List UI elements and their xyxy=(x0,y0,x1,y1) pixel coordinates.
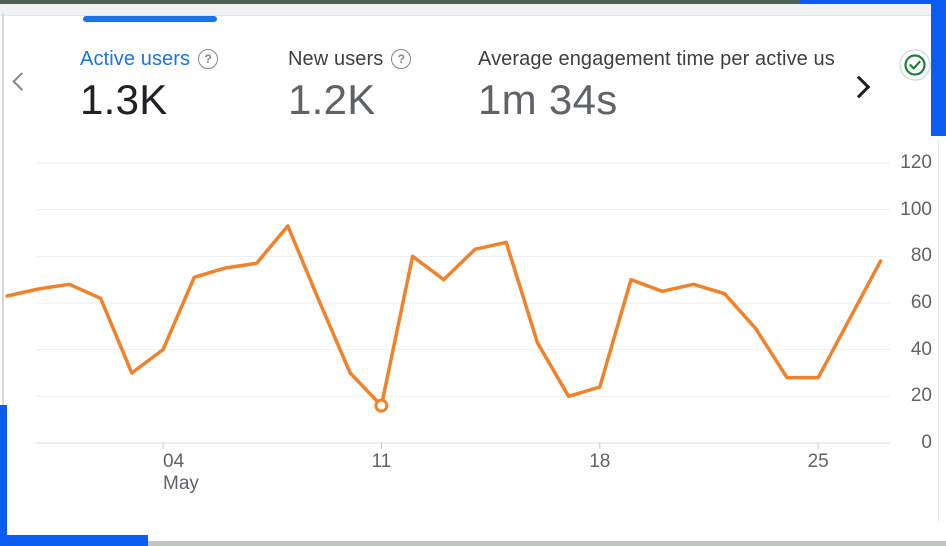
y-axis-label: 20 xyxy=(910,385,932,407)
highlighted-data-point[interactable] xyxy=(374,398,389,413)
line-chart[interactable] xyxy=(0,140,946,500)
frame-right-bar xyxy=(931,0,946,136)
y-axis-label: 60 xyxy=(910,291,932,313)
top-edge-strip xyxy=(0,0,800,4)
card-right-border xyxy=(938,140,939,522)
x-axis-label: 25 xyxy=(807,451,829,472)
metric-label[interactable]: Average engagement time per active us xyxy=(478,48,835,70)
metric-card-active-users[interactable]: Active users ? 1.3K xyxy=(80,47,219,124)
chevron-left-icon[interactable] xyxy=(12,72,31,91)
y-axis-label: 80 xyxy=(910,245,932,267)
metric-card-avg-engagement-time[interactable]: Average engagement time per active us 1m… xyxy=(478,48,835,124)
metric-value: 1m 34s xyxy=(478,76,618,123)
header-band xyxy=(0,4,946,16)
help-icon[interactable]: ? xyxy=(198,49,219,69)
x-axis-label: 11 xyxy=(371,451,392,472)
y-axis-label: 0 xyxy=(921,432,932,453)
frame-top-right-strip xyxy=(800,0,946,4)
frame-left-bar xyxy=(0,405,7,546)
metric-value: 1.3K xyxy=(80,76,168,123)
selected-tab-indicator xyxy=(83,16,217,22)
active-users-line xyxy=(5,224,883,408)
metric-label[interactable]: New users xyxy=(288,47,384,70)
help-icon[interactable]: ? xyxy=(391,49,412,69)
x-axis-label: 18 xyxy=(589,451,611,472)
x-axis-label: 04 May xyxy=(163,451,199,494)
metric-label[interactable]: Active users xyxy=(80,47,191,70)
metric-card-new-users[interactable]: New users ? 1.2K xyxy=(288,47,412,124)
data-quality-check-icon[interactable] xyxy=(899,49,931,81)
metric-value: 1.2K xyxy=(288,76,376,123)
y-axis-label: 100 xyxy=(900,198,932,220)
y-axis-label: 40 xyxy=(910,338,932,360)
chevron-right-icon[interactable] xyxy=(847,75,871,99)
bottom-edge-strip xyxy=(148,541,946,546)
y-axis-label: 120 xyxy=(900,151,932,173)
frame-bottom-bar xyxy=(0,535,148,546)
card-left-border xyxy=(2,13,4,405)
